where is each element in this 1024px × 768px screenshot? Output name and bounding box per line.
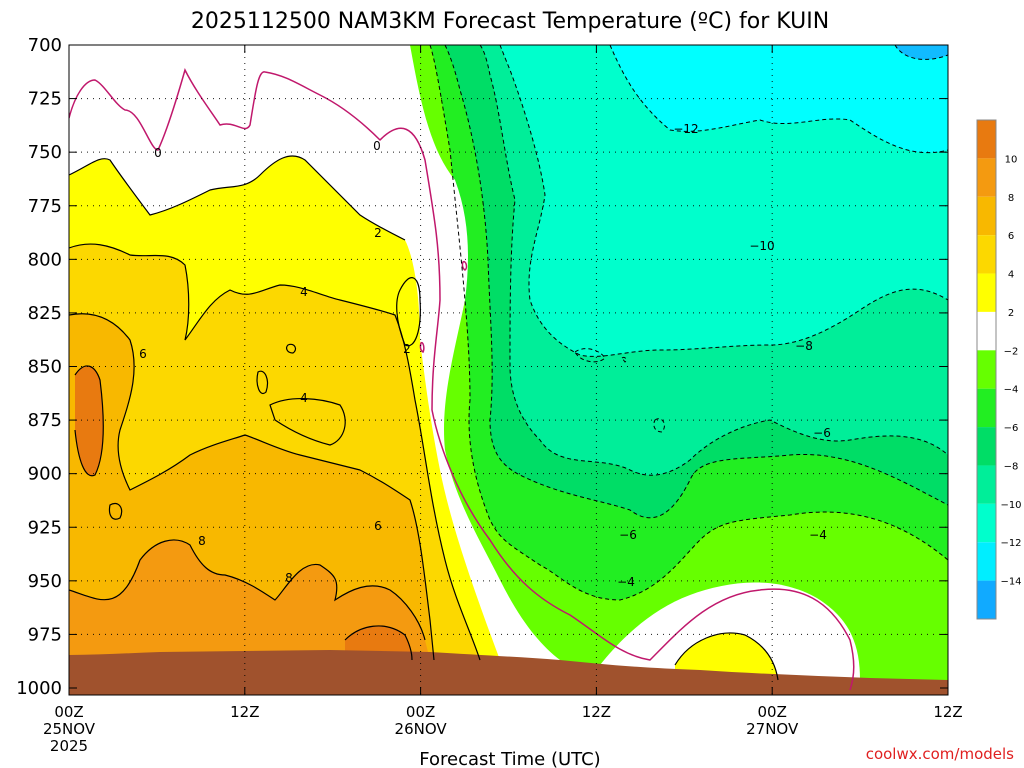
x-tick-label: 12Z [582, 703, 611, 721]
x-tick-label: 00Z 25NOV 2025 [43, 703, 96, 755]
y-tick-label: 725 [28, 89, 62, 110]
colorbar-label: 4 [1008, 270, 1014, 281]
contour-label: −6 [619, 528, 637, 542]
y-tick-label: 875 [28, 410, 62, 431]
contour-label: −4 [809, 528, 827, 542]
contour-label: −6 [813, 426, 831, 440]
colorbar-swatch [977, 158, 996, 196]
colorbar-swatch [977, 197, 996, 235]
x-tick-label: 00Z 27NOV [746, 703, 799, 738]
contour-label: −8 [795, 339, 813, 353]
contour-label: −10 [749, 239, 774, 253]
contour-label: 2 [403, 342, 411, 356]
colorbar-swatch [977, 235, 996, 273]
contour-label: 8 [198, 534, 206, 548]
contour-label: 8 [285, 571, 293, 585]
contour-label: 6 [139, 347, 147, 361]
contour-label: 4 [300, 391, 308, 405]
colorbar-label: −6 [1004, 423, 1019, 434]
colorbar: 10 8 6 4 2 −2 −4 −6 −8 −10 −12 −14 [977, 120, 1022, 619]
colorbar-swatch [977, 350, 996, 388]
x-tick-label: 12Z [933, 703, 962, 721]
y-tick-label: 925 [28, 517, 62, 538]
colorbar-label: −2 [1004, 346, 1019, 357]
y-tick-label: 850 [28, 357, 62, 378]
colorbar-swatch [977, 427, 996, 465]
y-tick-label: 975 [28, 624, 62, 645]
y-tick-label: 800 [28, 249, 62, 270]
colorbar-label: −14 [1000, 577, 1021, 588]
contour-label: 2 [374, 226, 382, 240]
colorbar-swatch [977, 504, 996, 542]
y-tick-label: 750 [28, 142, 62, 163]
colorbar-swatch [977, 274, 996, 312]
colorbar-label: −8 [1004, 461, 1019, 472]
colorbar-swatch [977, 389, 996, 427]
x-tick-label: 00Z 26NOV [395, 703, 448, 738]
colorbar-label: −10 [1000, 500, 1021, 511]
colorbar-label: 2 [1008, 308, 1014, 319]
colorbar-label: 10 [1005, 154, 1018, 165]
colorbar-swatch [977, 465, 996, 503]
colorbar-swatch [977, 120, 996, 158]
chart-title: 2025112500 NAM3KM Forecast Temperature (… [191, 9, 829, 34]
y-tick-label: 775 [28, 196, 62, 217]
colorbar-label: −12 [1000, 538, 1021, 549]
temperature-field [69, 45, 948, 695]
y-tick-label: 700 [28, 35, 62, 56]
contour-label: 4 [300, 285, 308, 299]
colorbar-swatch [977, 312, 996, 350]
credit-text: coolwx.com/models [866, 745, 1014, 763]
y-tick-label: 950 [28, 571, 62, 592]
x-tick-label: 12Z [230, 703, 259, 721]
contour-label: −4 [617, 575, 635, 589]
y-tick-label: 900 [28, 464, 62, 485]
contour-label: −12 [673, 122, 698, 136]
colorbar-label: 8 [1008, 193, 1014, 204]
y-tick-label: 1000 [16, 678, 62, 699]
y-tick-label: 825 [28, 303, 62, 324]
colorbar-label: 6 [1008, 231, 1014, 242]
contour-label: 0 [373, 139, 381, 153]
contour-label: 0 [154, 146, 162, 160]
x-axis-title: Forecast Time (UTC) [419, 749, 600, 768]
colorbar-label: −4 [1004, 385, 1019, 396]
colorbar-swatch [977, 581, 996, 619]
contour-label: 6 [374, 519, 382, 533]
colorbar-swatch [977, 542, 996, 580]
